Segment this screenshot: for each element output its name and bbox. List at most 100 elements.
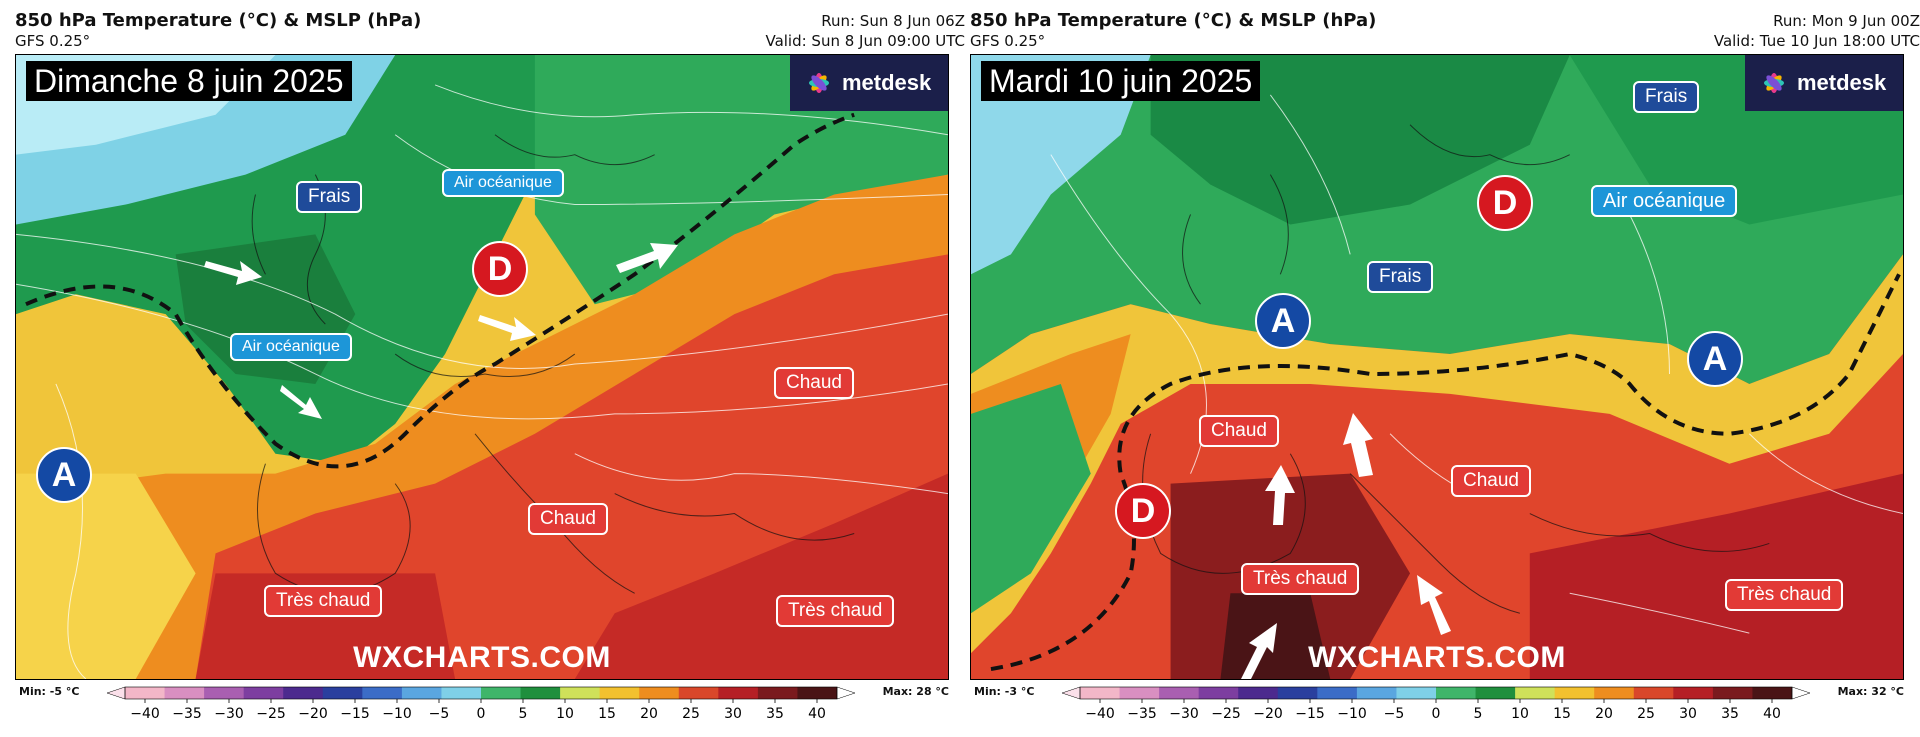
metdesk-flower-icon — [1764, 73, 1784, 93]
wind-arrow-icon — [1417, 575, 1451, 635]
color-scale-bar: −40 −35 −30 −25 −20 −15 −10 −5 0 5 10 15 20 25 30 35 40 — [106, 686, 856, 722]
scale-tick-label: 30 — [724, 706, 742, 722]
scale-swatch — [1396, 687, 1437, 699]
wind-arrow-icon — [1265, 465, 1295, 525]
label-tres-chaud: Très chaud — [776, 595, 895, 627]
panel-right: 850 hPa Temperature (°C) & MSLP (hPa) GF… — [970, 0, 1920, 737]
scale-swatch — [1712, 687, 1753, 699]
scale-swatch — [441, 687, 482, 699]
scale-tick-label: −15 — [340, 706, 370, 722]
panel-left: 850 hPa Temperature (°C) & MSLP (hPa) GF… — [15, 0, 965, 737]
scale-swatch — [1673, 687, 1714, 699]
scale-swatch — [1554, 687, 1595, 699]
label-chaud: Chaud — [528, 503, 608, 535]
max-value: Max: 32 °C — [1837, 685, 1904, 698]
scale-swatch — [164, 687, 205, 699]
min-value: Min: -5 °C — [19, 685, 80, 698]
scale-swatch — [481, 687, 522, 699]
scale-swatch — [1198, 687, 1239, 699]
scale-swatch — [401, 687, 442, 699]
logo-text: metdesk — [842, 70, 932, 95]
scale-tick-label: 30 — [1679, 706, 1697, 722]
scale-swatch — [243, 687, 284, 699]
metdesk-flower-icon — [809, 73, 829, 93]
scale-swatch — [1752, 687, 1793, 699]
scale-tick-label: 0 — [1432, 706, 1441, 722]
scale-swatch — [283, 687, 324, 699]
metdesk-logo: metdesk — [790, 55, 948, 111]
scale-tick-label: −40 — [130, 706, 160, 722]
scale-tick-label: −40 — [1085, 706, 1115, 722]
scale-tick-label: −35 — [1127, 706, 1157, 722]
scale-swatch — [520, 687, 561, 699]
wind-arrow-icon — [280, 385, 322, 419]
temperature-field — [971, 55, 1903, 679]
color-scale: Min: -5 °C Max: 28 °C −40 −35 −30 −25 −20 −15… — [15, 683, 949, 733]
scale-tick-label: −10 — [382, 706, 412, 722]
wind-arrow-icon — [1241, 623, 1277, 679]
scale-swatch — [1159, 687, 1200, 699]
date-label: Mardi 10 juin 2025 — [981, 61, 1261, 101]
color-scale: Min: -3 °C Max: 32 °C −40 −35 −30 −25 −20 −15… — [970, 683, 1904, 733]
scale-tick-label: 25 — [1637, 706, 1655, 722]
scale-tick-label: 20 — [1595, 706, 1613, 722]
scale-swatch — [1317, 687, 1358, 699]
run-time: Run: Mon 9 Jun 00Z — [1773, 12, 1920, 30]
label-frais: Frais — [1367, 261, 1434, 293]
scale-tick-label: −5 — [1384, 706, 1405, 722]
color-scale-bar: −40 −35 −30 −25 −20 −15 −10 −5 0 5 10 15 20 25 30 35 40 — [1061, 686, 1811, 722]
high-pressure-marker: A — [36, 447, 92, 503]
scale-max-triangle — [1791, 686, 1811, 700]
wind-arrow-icon — [204, 261, 262, 285]
label-frais: Frais — [1633, 81, 1700, 113]
scale-min-triangle — [106, 686, 126, 700]
scale-tick-label: 10 — [556, 706, 574, 722]
scale-tick-label: 0 — [477, 706, 486, 722]
scale-tick-label: −20 — [298, 706, 328, 722]
label-chaud: Chaud — [1199, 415, 1279, 447]
chart-title: 850 hPa Temperature (°C) & MSLP (hPa) — [15, 10, 422, 31]
scale-swatch — [1475, 687, 1516, 699]
model-name: GFS 0.25° — [970, 32, 1046, 50]
scale-tick-label: 35 — [766, 706, 784, 722]
scale-tick-label: −30 — [214, 706, 244, 722]
low-pressure-marker: D — [1477, 175, 1533, 231]
scale-tick-label: 15 — [598, 706, 616, 722]
date-label: Dimanche 8 juin 2025 — [26, 61, 352, 101]
scale-tick-label: 40 — [1763, 706, 1781, 722]
scale-max-triangle — [836, 686, 856, 700]
scale-tick-label: 25 — [682, 706, 700, 722]
scale-swatch — [797, 687, 838, 699]
scale-swatch — [757, 687, 798, 699]
scale-swatch — [1515, 687, 1556, 699]
scale-swatch — [1436, 687, 1477, 699]
scale-swatch — [678, 687, 719, 699]
scale-swatch — [125, 687, 166, 699]
scale-swatch — [718, 687, 759, 699]
wind-arrow-icon — [478, 315, 536, 341]
scale-tick-label: 40 — [808, 706, 826, 722]
max-value: Max: 28 °C — [882, 685, 949, 698]
label-air-oceanique: Air océanique — [442, 169, 564, 197]
wind-arrow-icon — [1343, 413, 1373, 477]
watermark: WXCHARTS.COM — [1308, 641, 1566, 674]
scale-swatch — [560, 687, 601, 699]
scale-swatch — [639, 687, 680, 699]
low-pressure-marker: D — [472, 241, 528, 297]
label-tres-chaud: Très chaud — [1241, 563, 1360, 595]
model-name: GFS 0.25° — [15, 32, 91, 50]
scale-tick-label: 10 — [1511, 706, 1529, 722]
scale-tick-label: 5 — [1474, 706, 1483, 722]
scale-tick-label: −30 — [1169, 706, 1199, 722]
weather-map: Dimanche 8 juin 2025 metdesk Frais Air o… — [15, 54, 949, 680]
scale-swatch — [1356, 687, 1397, 699]
run-time: Run: Sun 8 Jun 06Z — [821, 12, 965, 30]
label-tres-chaud: Très chaud — [264, 585, 383, 617]
scale-swatch — [362, 687, 403, 699]
logo-text: metdesk — [1797, 70, 1887, 95]
weather-map: Mardi 10 juin 2025 metdesk Frais Frais A… — [970, 54, 1904, 680]
label-chaud: Chaud — [1451, 465, 1531, 497]
scale-tick-label: −25 — [256, 706, 286, 722]
label-tres-chaud: Très chaud — [1725, 579, 1844, 611]
scale-tick-label: −15 — [1295, 706, 1325, 722]
